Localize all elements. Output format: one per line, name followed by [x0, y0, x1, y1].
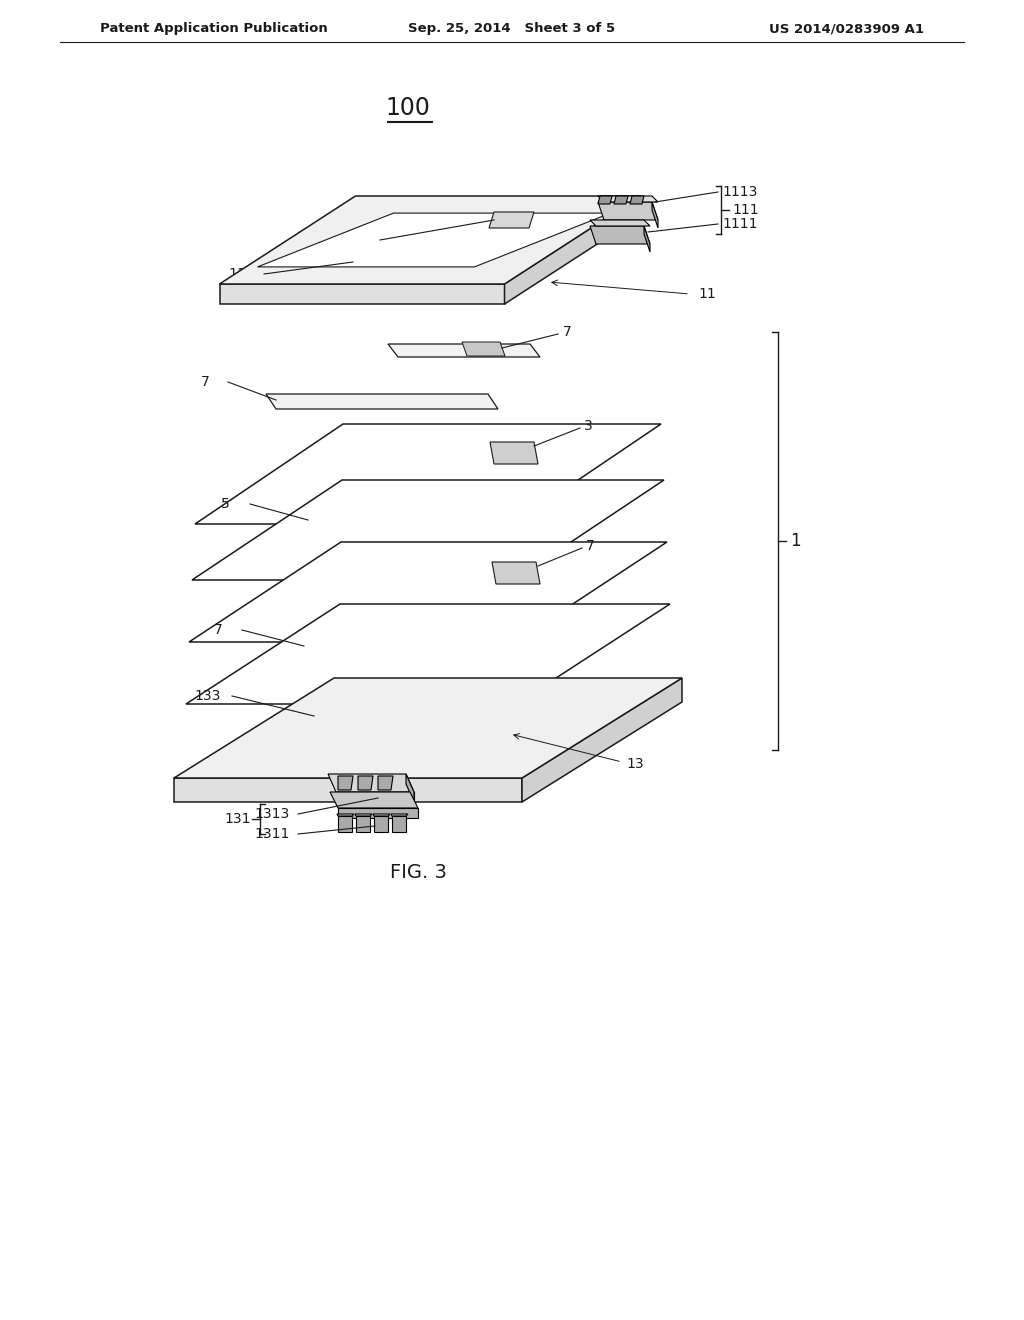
Text: 115: 115	[342, 234, 369, 247]
Text: 5: 5	[220, 498, 229, 511]
Polygon shape	[391, 814, 408, 816]
Polygon shape	[193, 480, 664, 579]
Polygon shape	[195, 424, 662, 524]
Polygon shape	[378, 776, 393, 789]
Polygon shape	[522, 678, 682, 803]
Polygon shape	[358, 776, 373, 789]
Text: 7: 7	[201, 375, 209, 389]
Polygon shape	[356, 816, 370, 832]
Text: US 2014/0283909 A1: US 2014/0283909 A1	[769, 22, 924, 36]
Polygon shape	[490, 442, 538, 465]
Polygon shape	[266, 393, 498, 409]
Text: FIG. 3: FIG. 3	[389, 862, 446, 882]
Text: 1313: 1313	[254, 807, 290, 821]
Polygon shape	[644, 226, 650, 252]
Polygon shape	[336, 792, 414, 803]
Polygon shape	[505, 195, 640, 304]
Polygon shape	[338, 808, 418, 818]
Text: 13: 13	[626, 756, 644, 771]
Polygon shape	[219, 195, 640, 284]
Text: 1311: 1311	[254, 828, 290, 841]
Text: 7: 7	[586, 539, 595, 553]
Polygon shape	[489, 213, 534, 228]
Polygon shape	[374, 816, 388, 832]
Text: 3: 3	[584, 418, 593, 433]
Text: Patent Application Publication: Patent Application Publication	[100, 22, 328, 36]
Polygon shape	[189, 543, 667, 642]
Text: 7: 7	[214, 623, 222, 638]
Polygon shape	[219, 284, 505, 304]
Polygon shape	[614, 195, 628, 205]
Text: 1111: 1111	[722, 216, 758, 231]
Polygon shape	[337, 814, 354, 816]
Text: 11: 11	[698, 286, 716, 301]
Text: 1: 1	[790, 532, 801, 550]
Text: 111: 111	[732, 203, 759, 216]
Polygon shape	[257, 213, 610, 267]
Text: Sep. 25, 2014   Sheet 3 of 5: Sep. 25, 2014 Sheet 3 of 5	[409, 22, 615, 36]
Polygon shape	[462, 342, 505, 356]
Polygon shape	[652, 202, 658, 228]
Polygon shape	[328, 774, 414, 792]
Polygon shape	[492, 562, 540, 583]
Polygon shape	[174, 777, 522, 803]
Text: 7: 7	[563, 325, 571, 339]
Text: 113: 113	[228, 267, 255, 281]
Polygon shape	[186, 605, 670, 704]
Polygon shape	[598, 195, 658, 202]
Polygon shape	[630, 195, 644, 205]
Text: 131: 131	[224, 812, 251, 826]
Polygon shape	[355, 814, 372, 816]
Text: 100: 100	[386, 96, 430, 120]
Polygon shape	[330, 792, 418, 808]
Polygon shape	[174, 678, 682, 777]
Text: 133: 133	[195, 689, 221, 704]
Polygon shape	[406, 774, 414, 803]
Polygon shape	[373, 814, 390, 816]
Polygon shape	[598, 195, 612, 205]
Polygon shape	[598, 202, 658, 220]
Text: 1113: 1113	[722, 185, 758, 199]
Polygon shape	[392, 816, 406, 832]
Polygon shape	[590, 226, 650, 244]
Polygon shape	[338, 816, 352, 832]
Polygon shape	[388, 345, 540, 356]
Polygon shape	[590, 220, 650, 226]
Polygon shape	[338, 776, 353, 789]
